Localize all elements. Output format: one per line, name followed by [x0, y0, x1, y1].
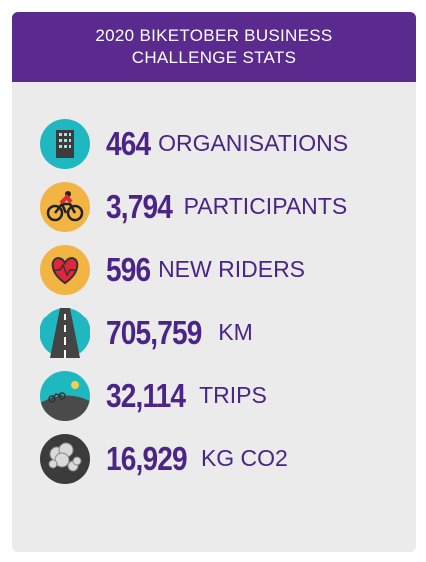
stat-number: 16,929: [106, 439, 188, 477]
stat-row: 16,929 KG CO2: [40, 427, 348, 490]
cyclist-icon: [40, 181, 90, 232]
stat-label: NEW RIDERS: [158, 256, 306, 282]
stat-row: 32,114 TRIPS: [40, 364, 348, 427]
stat-number: 464: [106, 124, 151, 162]
road-icon: [40, 307, 90, 358]
stat-list: 464 ORGANISATIONS 3,794 PARTICIPANTS 596 NE…: [40, 112, 348, 490]
stat-number: 3,794: [106, 187, 173, 225]
stat-row: 705,759 KM: [40, 301, 348, 364]
stat-row: 3,794 PARTICIPANTS: [40, 175, 348, 238]
header: 2020 BIKETOBER BUSINESS CHALLENGE STATS: [12, 12, 416, 82]
building-icon: [40, 118, 90, 169]
trip-icon: [40, 370, 90, 421]
stat-label: KM: [218, 319, 253, 345]
stat-label: ORGANISATIONS: [158, 130, 349, 156]
stat-number: 32,114: [106, 376, 186, 414]
co2-icon: [40, 433, 90, 484]
header-title: 2020 BIKETOBER BUSINESS CHALLENGE STATS: [95, 26, 333, 67]
stat-number: 705,759: [106, 313, 202, 351]
stat-row: 464 ORGANISATIONS: [40, 112, 348, 175]
heart-icon: [40, 244, 90, 295]
stat-number: 596: [106, 250, 151, 288]
stat-label: PARTICIPANTS: [183, 193, 348, 219]
stats-card: 2020 BIKETOBER BUSINESS CHALLENGE STATS …: [12, 12, 416, 552]
stat-row: 596 NEW RIDERS: [40, 238, 348, 301]
stat-label: TRIPS: [199, 382, 267, 408]
stat-label: KG CO2: [200, 445, 288, 471]
